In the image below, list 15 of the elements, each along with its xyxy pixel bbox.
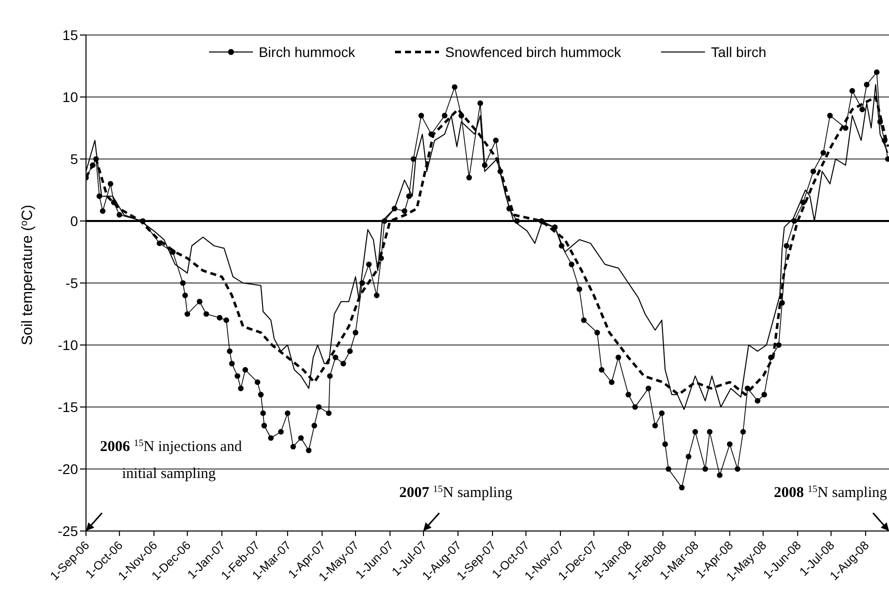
y-tick-label: -15 (58, 398, 78, 415)
y-tick-label: -25 (58, 522, 78, 539)
annotation: 2008 $^{15}$N sampling (774, 484, 888, 501)
legend-label: Tall birch (711, 44, 766, 60)
annotation: 2006 $^{15}$N injections and initial sampling (100, 438, 242, 482)
legend-label: Birch hummock (258, 44, 356, 60)
y-tick-label: 15 (62, 26, 78, 43)
annotation: 2007 $^{15}$N sampling (399, 484, 513, 501)
y-tick-label: 5 (70, 150, 78, 167)
legend-label: Snowfenced birch hummock (445, 44, 622, 60)
y-tick-label: 0 (70, 212, 78, 229)
y-tick-label: -5 (66, 274, 78, 291)
y-tick-label: -10 (58, 336, 78, 353)
y-tick-label: 10 (62, 88, 78, 105)
y-tick-label: -20 (58, 460, 78, 477)
